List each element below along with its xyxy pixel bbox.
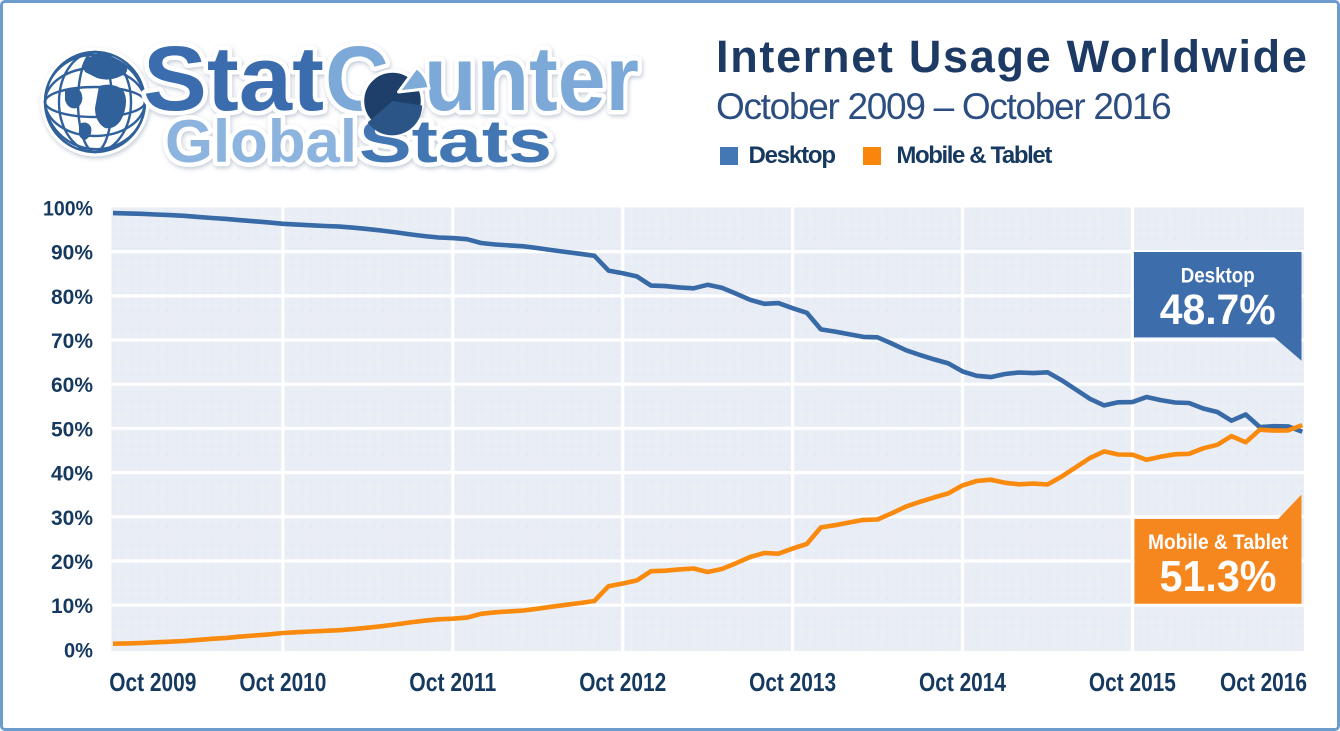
y-tick-label: 90% (51, 241, 93, 265)
x-tick-label: Oct 2010 (239, 667, 326, 697)
legend-label-mobile: Mobile & Tablet (896, 142, 1052, 169)
callout-mobile: Mobile & Tablet 51.3% (1134, 494, 1302, 604)
series-lines (112, 210, 1304, 646)
y-tick-label: 20% (51, 550, 93, 574)
x-tick-label: Oct 2012 (579, 667, 666, 697)
x-tick-label: Oct 2016 (1220, 667, 1307, 697)
y-tick-label: 40% (51, 462, 93, 486)
gridlines (111, 207, 1304, 651)
line-desktop (112, 210, 1304, 434)
x-tick-label: Oct 2009 (109, 667, 196, 697)
callout-mobile-bubble (1134, 494, 1302, 604)
y-axis-labels: 0% 10% 20% 30% 40% 50% 60% 70% 80% 90% 100% (43, 196, 93, 662)
globe-icon (40, 47, 150, 157)
line-mobile-tablet (112, 422, 1304, 646)
logo-pie-icon (360, 66, 431, 136)
y-tick-label: 80% (51, 285, 93, 309)
y-tick-label: 30% (51, 506, 93, 530)
y-tick-label: 100% (43, 196, 93, 220)
x-tick-label: Oct 2013 (749, 667, 836, 697)
y-tick-label: 10% (51, 594, 93, 618)
callout-mobile-label: Mobile & Tablet (1148, 530, 1288, 554)
x-tick-label: Oct 2014 (919, 667, 1006, 697)
x-axis-labels: Oct 2009 Oct 2010 Oct 2011 Oct 2012 Oct 2013… (109, 667, 1307, 697)
legend-swatch-desktop (719, 146, 739, 165)
logo-text-global: Global (165, 108, 357, 175)
legend-label-desktop: Desktop (748, 142, 837, 169)
y-tick-label: 70% (51, 329, 93, 353)
y-tick-label: 50% (51, 417, 93, 441)
legend-swatch-mobile (862, 146, 882, 165)
y-tick-label: 0% (64, 638, 93, 662)
callout-desktop-label: Desktop (1181, 264, 1255, 288)
page-title: Internet Usage Worldwide (716, 31, 1309, 82)
y-tick-label: 60% (51, 373, 93, 397)
logo-text-unter: unter (424, 28, 639, 130)
logo-text-stat: Stat (143, 28, 324, 130)
line-chart: 0% 10% 20% 30% 40% 50% 60% 70% 80% 90% 100% Oct 20… (43, 196, 1307, 697)
callout-mobile-value: 51.3% (1160, 552, 1277, 601)
callout-desktop-bubble (1133, 252, 1302, 361)
page-subtitle: October 2009 – October 2016 (716, 86, 1172, 127)
x-tick-label: Oct 2015 (1089, 667, 1176, 697)
x-tick-label: Oct 2011 (409, 667, 496, 697)
callout-desktop: Desktop 48.7% (1133, 252, 1302, 361)
callout-desktop-value: 48.7% (1160, 286, 1276, 334)
statcounter-logo: Stat C unter Global Stats (40, 28, 644, 180)
